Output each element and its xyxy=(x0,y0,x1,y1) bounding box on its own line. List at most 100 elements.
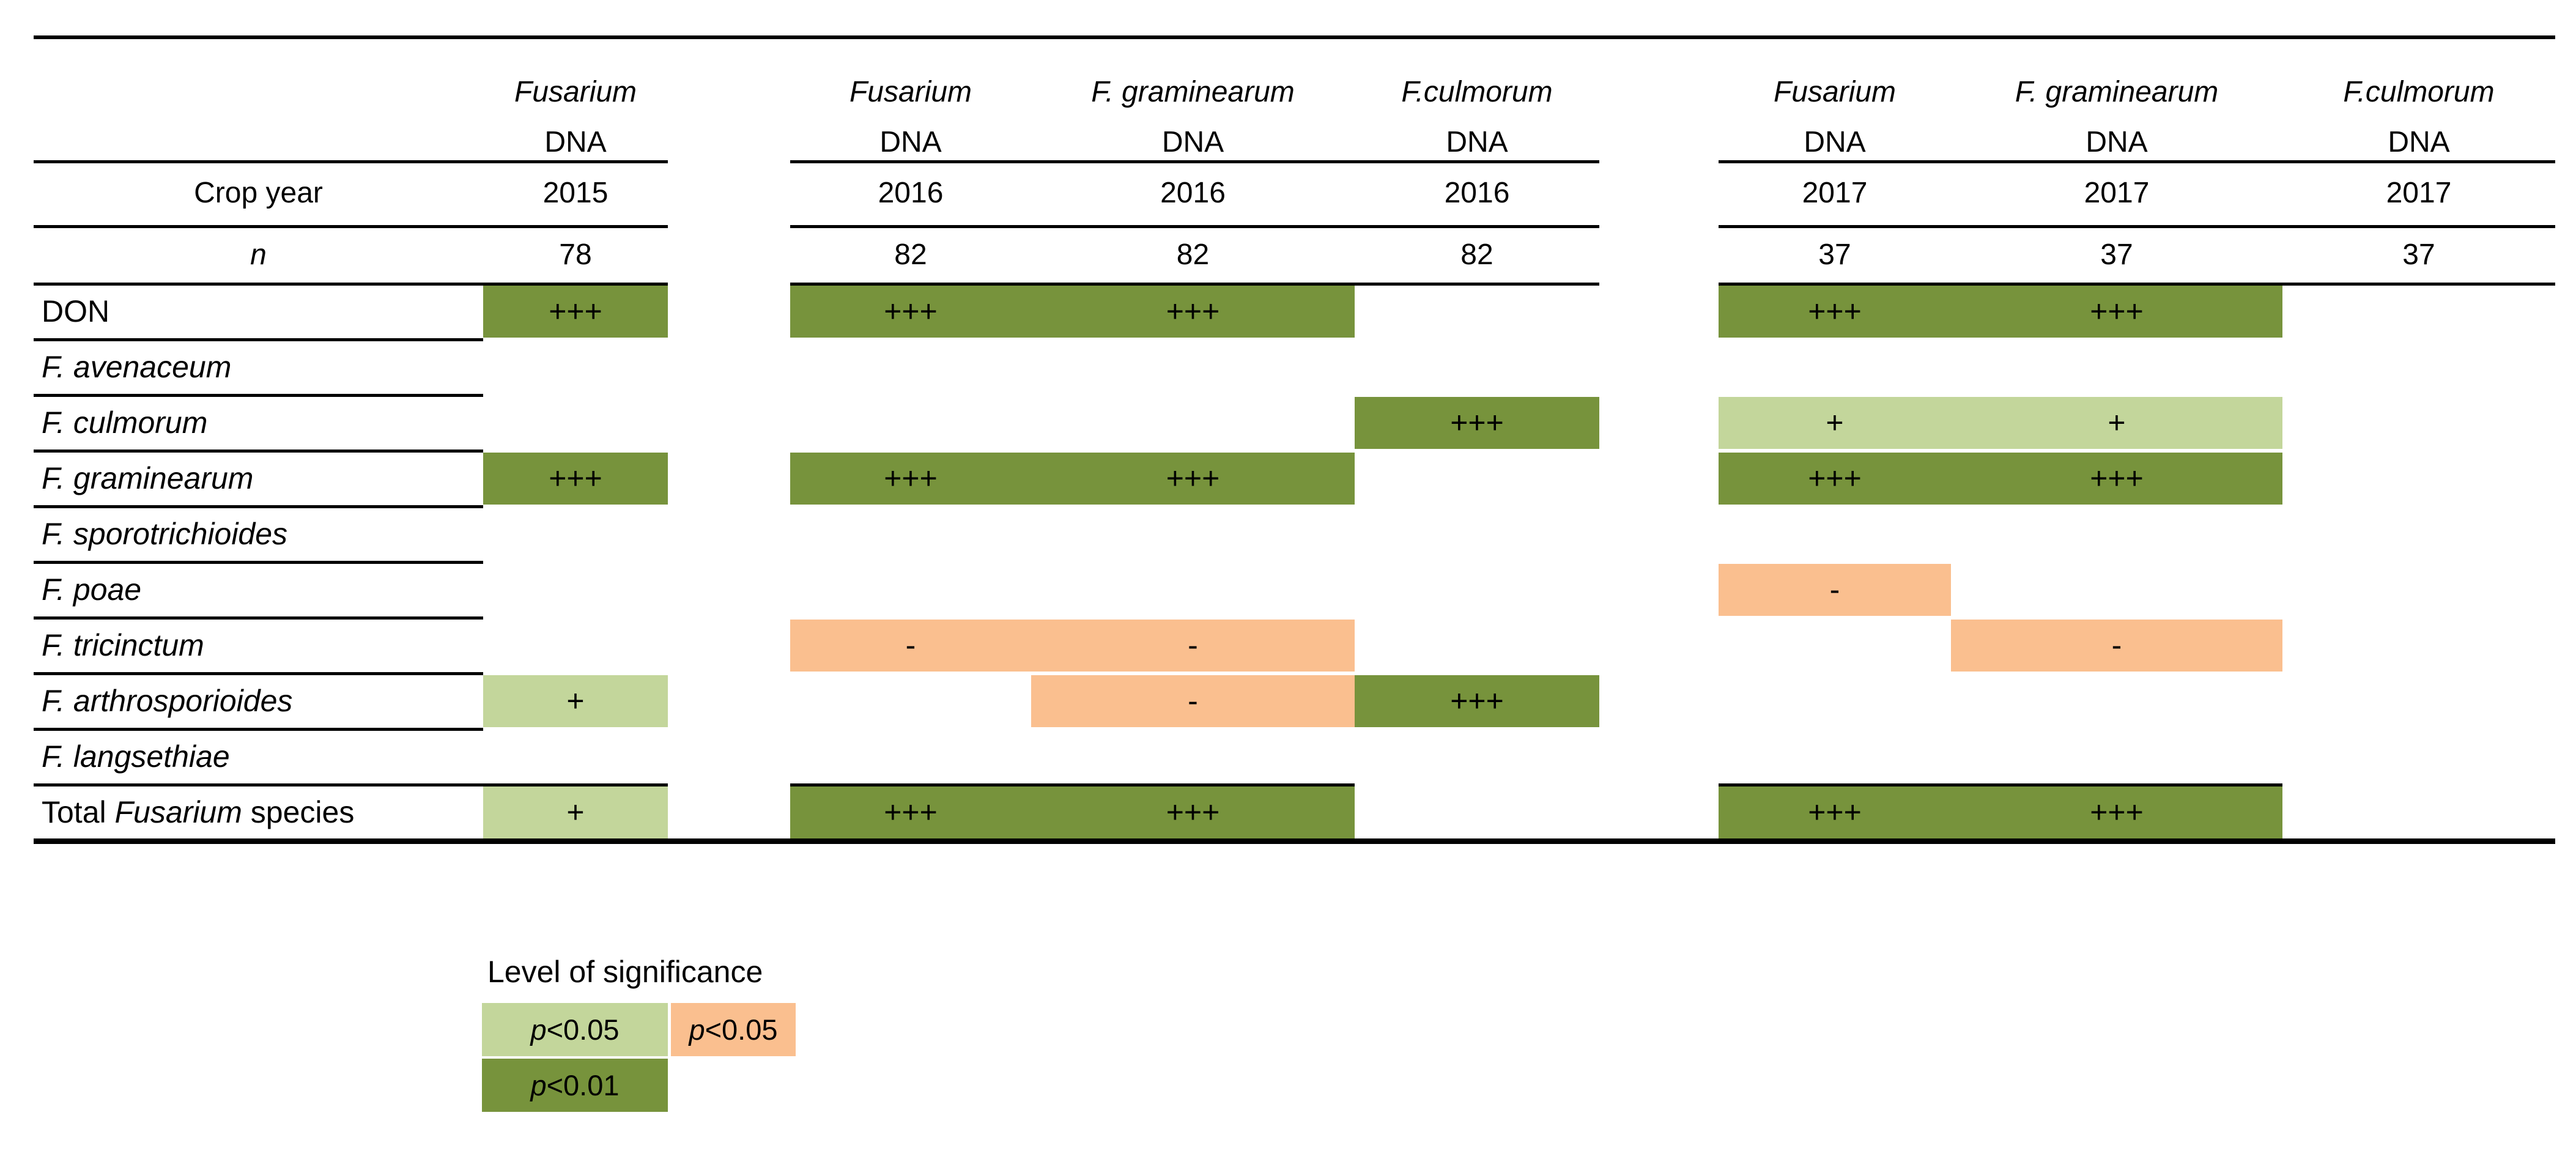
crop-year-underline xyxy=(1719,225,2555,228)
row-label: F. avenaceum xyxy=(42,350,232,384)
significance-symbol: +++ xyxy=(1450,684,1504,718)
legend-cell: p<0.05 xyxy=(671,1003,796,1056)
total-row-topline xyxy=(483,783,668,786)
significance-symbol: +++ xyxy=(2090,461,2144,495)
row-label: F. langsethiae xyxy=(42,739,230,774)
column-header-dna: DNA xyxy=(2086,126,2148,158)
significance-symbol: +++ xyxy=(549,294,602,328)
significance-cell: - xyxy=(1031,675,1355,727)
significance-symbol: +++ xyxy=(1808,294,1862,328)
n-label: n xyxy=(250,239,267,271)
crop-year-underline xyxy=(34,225,668,228)
column-header: Fusarium xyxy=(1773,76,1897,108)
legend-cell: p<0.01 xyxy=(482,1059,668,1112)
crop-year-label: Crop year xyxy=(194,177,323,209)
column-header: F. graminearum xyxy=(2015,76,2219,108)
significance-cell: + + xyxy=(1719,397,2282,449)
row-separator xyxy=(34,505,483,508)
row-label: Total Fusarium species xyxy=(42,795,355,829)
crop-year-value: 2016 xyxy=(1444,177,1510,209)
significance-cell: + xyxy=(483,675,668,727)
column-header-dna: DNA xyxy=(879,126,942,158)
significance-symbol: +++ xyxy=(549,461,602,495)
column-header-dna: DNA xyxy=(1804,126,1866,158)
row-separator xyxy=(34,450,483,453)
crop-year-value: 2017 xyxy=(2084,177,2150,209)
column-header: Fusarium xyxy=(849,76,972,108)
significance-cell: +++ +++ xyxy=(790,286,1355,338)
n-value: 78 xyxy=(559,239,592,271)
row-separator xyxy=(34,338,483,341)
row-label: F. culmorum xyxy=(42,405,208,440)
column-header: F. graminearum xyxy=(1091,76,1295,108)
significance-symbol: +++ xyxy=(1166,294,1220,328)
significance-cell: +++ +++ xyxy=(790,786,1355,838)
crop-year-underline xyxy=(790,225,1599,228)
significance-symbol: - xyxy=(2111,628,2122,662)
crop-year-value: 2017 xyxy=(1802,177,1868,209)
header-underline xyxy=(34,160,668,163)
significance-cell: +++ xyxy=(1355,397,1599,449)
row-separator xyxy=(34,616,483,620)
row-label: F. sporotrichioides xyxy=(42,517,288,551)
significance-symbol: +++ xyxy=(2090,795,2144,829)
crop-year-value: 2015 xyxy=(542,177,609,209)
header-underline xyxy=(1719,160,2555,163)
n-row-underline xyxy=(1719,283,2555,286)
row-separator xyxy=(34,783,483,786)
header-underline xyxy=(790,160,1599,163)
significance-symbol: - xyxy=(1829,572,1840,607)
column-header-dna: DNA xyxy=(1161,126,1224,158)
significance-symbol: +++ xyxy=(2090,294,2144,328)
significance-cell: +++ xyxy=(483,286,668,338)
significance-symbol: +++ xyxy=(1450,405,1504,440)
bottom-rule xyxy=(34,838,2555,844)
row-label: F. arthrosporioides xyxy=(42,684,293,718)
n-value: 82 xyxy=(894,239,927,271)
significance-symbol: +++ xyxy=(884,294,938,328)
significance-symbol: - xyxy=(1188,684,1198,718)
legend-cell: p<0.05 xyxy=(482,1003,668,1056)
total-row-topline xyxy=(1719,783,2282,786)
significance-cell: - xyxy=(1951,620,2282,672)
column-header: F.culmorum xyxy=(2343,76,2495,108)
n-value: 37 xyxy=(2402,239,2435,271)
top-rule xyxy=(34,35,2555,39)
significance-symbol: + xyxy=(566,795,585,829)
n-row-underline xyxy=(790,283,1599,286)
significance-cell: +++ +++ xyxy=(1719,786,2282,838)
n-row-underline xyxy=(34,283,668,286)
crop-year-value: 2017 xyxy=(2386,177,2452,209)
significance-symbol: +++ xyxy=(1166,795,1220,829)
crop-year-value: 2016 xyxy=(1160,177,1226,209)
significance-symbol: + xyxy=(2108,405,2126,440)
row-label: DON xyxy=(42,294,110,328)
column-header-dna: DNA xyxy=(1446,126,1508,158)
row-label: F. graminearum xyxy=(42,461,254,495)
significance-cell: +++ xyxy=(483,453,668,505)
row-separator xyxy=(34,561,483,564)
row-separator xyxy=(34,394,483,397)
total-row-topline xyxy=(790,783,1355,786)
significance-cell: +++ xyxy=(1355,675,1599,727)
row-separator xyxy=(34,672,483,675)
row-label: F. poae xyxy=(42,572,142,607)
significance-cell: -- xyxy=(790,620,1355,672)
significance-cell: + xyxy=(483,786,668,838)
row-separator xyxy=(34,728,483,731)
row-label: F. tricinctum xyxy=(42,628,204,662)
significance-symbol: +++ xyxy=(884,795,938,829)
significance-symbol: + xyxy=(566,684,585,718)
column-header-dna: DNA xyxy=(544,126,607,158)
column-header: Fusarium xyxy=(514,76,637,108)
significance-symbol: - xyxy=(1188,628,1198,662)
significance-symbol: +++ xyxy=(1166,461,1220,495)
crop-year-value: 2016 xyxy=(878,177,944,209)
significance-cell: +++ +++ xyxy=(1719,453,2282,505)
significance-symbol: +++ xyxy=(1808,795,1862,829)
significance-cell: - xyxy=(1719,564,1951,616)
column-header-dna: DNA xyxy=(2388,126,2450,158)
significance-symbol: - xyxy=(905,628,916,662)
n-value: 82 xyxy=(1460,239,1493,271)
